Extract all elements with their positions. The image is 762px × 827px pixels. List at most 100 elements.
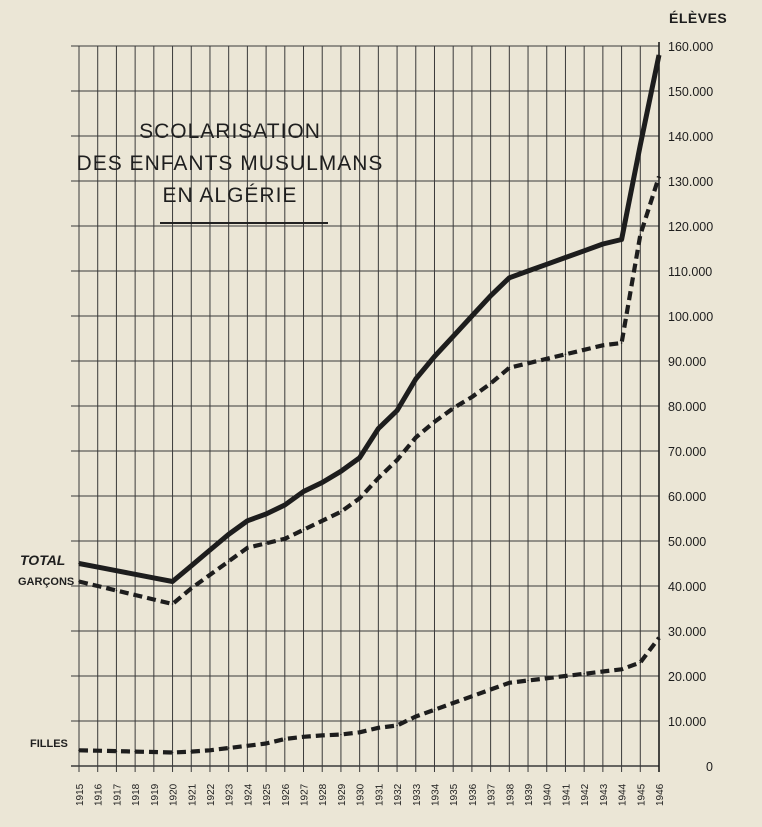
data-point [115, 589, 118, 592]
data-point [284, 504, 286, 506]
data-point [527, 362, 529, 365]
x-tick-label: 1935 [449, 783, 460, 806]
data-point [302, 490, 305, 493]
y-tick-label: 40.000 [668, 580, 706, 594]
data-point [564, 353, 567, 356]
chart-title-line-3: EN ALGÉRIE [162, 184, 298, 207]
data-point [78, 580, 80, 583]
x-tick-label: 1945 [636, 783, 647, 806]
x-tick-label: 1936 [468, 783, 479, 806]
y-axis-label: ÉLÈVES [669, 10, 728, 26]
data-point [639, 144, 642, 146]
data-point [602, 670, 604, 673]
data-point [620, 668, 623, 671]
x-tick-label: 1933 [412, 783, 423, 806]
series-label-garcons: GARÇONS [18, 576, 75, 588]
data-point [545, 357, 548, 360]
x-tick-label: 1926 [281, 783, 292, 806]
data-point [414, 715, 417, 718]
data-point [414, 378, 417, 380]
data-point [639, 234, 642, 236]
data-point [321, 734, 324, 737]
x-tick-label: 1915 [75, 783, 86, 806]
data-point [358, 456, 361, 459]
data-point [545, 263, 548, 266]
data-point [134, 750, 136, 753]
x-tick-label: 1939 [524, 783, 535, 806]
data-point [115, 750, 118, 752]
x-tick-labels: 1915 1916 1917 1918 1919 1920 1921 1922 1923 1924… [75, 783, 666, 806]
x-tick-label: 1932 [393, 783, 404, 806]
data-point [246, 519, 249, 522]
data-point [209, 749, 211, 752]
data-point [489, 382, 492, 385]
y-tick-label: 60.000 [668, 490, 706, 504]
x-tick-label: 1946 [655, 783, 666, 806]
x-tick-label: 1920 [169, 783, 180, 806]
grid-layer [71, 42, 660, 772]
data-point [471, 315, 473, 317]
data-point [358, 731, 361, 734]
title-underline [160, 222, 328, 224]
data-point [96, 749, 99, 752]
data-point [564, 256, 567, 259]
y-tick-label: 100.000 [668, 310, 713, 324]
data-point [96, 566, 99, 568]
data-point [358, 497, 361, 500]
data-point [433, 420, 436, 423]
data-point [583, 672, 585, 675]
y-tick-label: 140.000 [668, 130, 713, 144]
x-tick-label: 1934 [430, 783, 441, 806]
y-tick-labels: 0 10.000 20.000 30.000 40.000 50.000 60.000 70.… [668, 40, 713, 774]
y-tick-label: 70.000 [668, 445, 706, 459]
data-point [602, 243, 604, 245]
y-tick-label: 90.000 [668, 355, 706, 369]
series-label-filles: FILLES [30, 738, 68, 750]
data-point [96, 585, 99, 587]
data-point [302, 528, 305, 531]
chart-title-line-1: SCOLARISATION [139, 120, 321, 143]
data-point [284, 738, 286, 740]
data-point [396, 459, 398, 461]
x-tick-label: 1929 [337, 783, 348, 806]
data-point [78, 562, 80, 565]
data-point [377, 427, 380, 430]
data-point [321, 481, 324, 484]
x-tick-label: 1940 [543, 783, 554, 806]
data-point [209, 549, 211, 551]
data-point [153, 751, 155, 753]
x-tick-label: 1937 [487, 783, 498, 806]
data-point [583, 348, 585, 351]
x-tick-label: 1921 [187, 783, 198, 806]
y-tick-label: 150.000 [668, 85, 713, 99]
data-point [340, 733, 342, 736]
series-label-total: TOTAL [20, 552, 66, 568]
y-tick-label: 160.000 [668, 40, 713, 54]
x-tick-label: 1928 [318, 783, 329, 806]
data-point [452, 702, 454, 704]
data-point [340, 470, 342, 473]
x-tick-label: 1922 [206, 783, 217, 806]
data-point [639, 661, 642, 664]
data-point [602, 344, 604, 347]
series-line-total [78, 54, 662, 584]
data-point [396, 724, 398, 727]
x-tick-label: 1917 [112, 783, 123, 806]
data-point [452, 407, 454, 410]
data-point [620, 342, 623, 344]
y-tick-label: 10.000 [668, 715, 706, 729]
data-point [171, 751, 174, 754]
data-point [340, 510, 342, 513]
data-point [246, 546, 249, 549]
series-line-filles [78, 636, 661, 755]
data-point [265, 742, 267, 745]
chart-title-line-2: DES ENFANTS MUSULMANS [76, 152, 384, 175]
series-line-garons [78, 175, 662, 607]
data-point [527, 270, 529, 272]
data-point [377, 477, 380, 479]
x-tick-label: 1924 [243, 783, 254, 806]
data-point [471, 396, 473, 398]
x-tick-label: 1919 [150, 783, 161, 806]
